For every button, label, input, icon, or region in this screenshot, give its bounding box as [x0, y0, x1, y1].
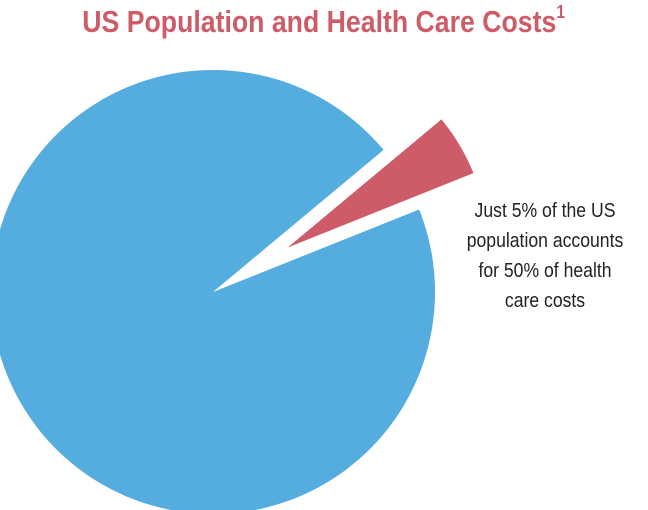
annotation: Just 5% of the US population accounts fo… [450, 196, 640, 316]
annotation-line: for 50% of health [478, 260, 612, 282]
pie-slice-remaining-95-percent [0, 70, 435, 510]
pie-slice-top-5-percent [287, 119, 474, 248]
chart-title: US Population and Health Care Costs1 [0, 2, 648, 40]
annotation-line: population accounts [466, 230, 624, 252]
annotation-line: care costs [504, 290, 586, 312]
footnote-marker: 1 [556, 2, 566, 22]
chart-title-text: US Population and Health Care Costs [82, 4, 557, 39]
annotation-line: Just 5% of the US [474, 200, 616, 222]
